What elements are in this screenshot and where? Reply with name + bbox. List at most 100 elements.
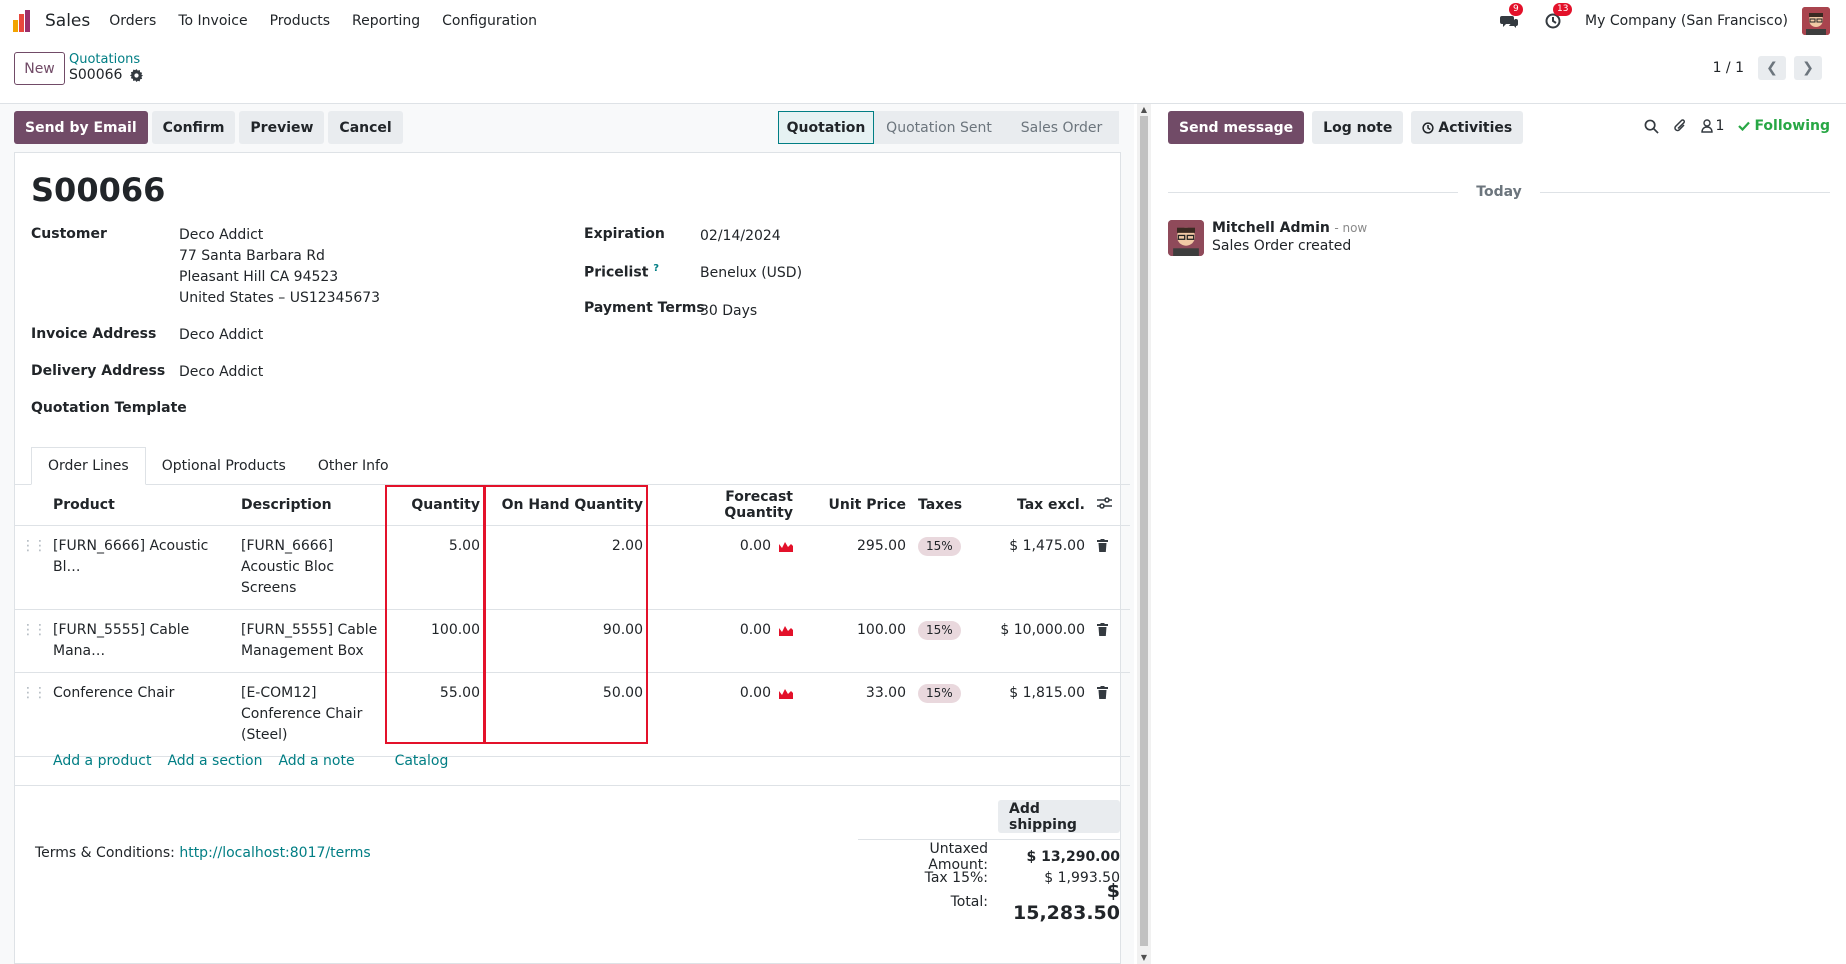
invoice-address-field[interactable]: Deco Addict: [179, 327, 264, 343]
taxes-cell[interactable]: 15%: [912, 672, 975, 757]
message-author[interactable]: Mitchell Admin: [1212, 220, 1330, 236]
messaging-menu[interactable]: 9: [1497, 3, 1523, 33]
menu-to-invoice[interactable]: To Invoice: [178, 13, 248, 29]
unit-price-cell[interactable]: 295.00: [799, 525, 912, 610]
day-separator: Today: [1168, 182, 1831, 202]
product-cell[interactable]: Conference Chair: [47, 672, 235, 757]
drag-handle-icon[interactable]: ⋮⋮: [15, 672, 47, 757]
product-cell[interactable]: [FURN_6666] Acoustic Bl…: [47, 525, 235, 610]
description-line: Screens: [241, 579, 297, 596]
cancel-button[interactable]: Cancel: [328, 111, 403, 144]
header-taxes[interactable]: Taxes: [912, 485, 975, 526]
company-switcher[interactable]: My Company (San Francisco): [1585, 13, 1788, 29]
payment-terms-field[interactable]: 30 Days: [700, 303, 758, 319]
customer-field[interactable]: Deco Addict 77 Santa Barbara Rd Pleasant…: [179, 225, 380, 309]
header-on-hand-quantity[interactable]: On Hand Quantity: [486, 485, 649, 526]
form-scrollbar[interactable]: ▲ ▼: [1137, 104, 1151, 964]
forecast-chart-icon[interactable]: [779, 687, 793, 699]
chatter-tools: 1 Following: [1644, 118, 1830, 134]
chevron-right-icon: ❯: [1802, 60, 1814, 76]
top-navbar: Sales Orders To Invoice Products Reporti…: [0, 0, 1846, 42]
drag-handle-icon[interactable]: ⋮⋮: [15, 525, 47, 610]
header-unit-price[interactable]: Unit Price: [799, 485, 912, 526]
add-product-link[interactable]: Add a product: [53, 753, 152, 769]
app-name[interactable]: Sales: [45, 11, 91, 31]
add-note-link[interactable]: Add a note: [278, 753, 355, 769]
stage-sales-order[interactable]: Sales Order: [1004, 111, 1119, 144]
header-forecast-quantity[interactable]: Forecast Quantity: [649, 485, 799, 526]
menu-products[interactable]: Products: [269, 13, 331, 29]
pager-previous[interactable]: ❮: [1758, 56, 1786, 80]
activity-menu[interactable]: 13: [1541, 3, 1573, 33]
send-message-button[interactable]: Send message: [1168, 111, 1305, 144]
tab-other-info[interactable]: Other Info: [301, 447, 405, 485]
stage-quotation[interactable]: Quotation: [778, 111, 874, 144]
author-avatar[interactable]: [1168, 220, 1204, 256]
paperclip-icon[interactable]: [1673, 118, 1687, 134]
menu-orders[interactable]: Orders: [109, 13, 157, 29]
table-row[interactable]: ⋮⋮ Conference Chair [E-COM12] Conference…: [15, 672, 1130, 757]
delete-cell[interactable]: [1091, 672, 1130, 757]
product-cell[interactable]: [FURN_5555] Cable Mana…: [47, 609, 235, 673]
delete-cell[interactable]: [1091, 525, 1130, 610]
scroll-up-icon[interactable]: ▲: [1140, 105, 1148, 114]
table-row[interactable]: ⋮⋮ [FURN_6666] Acoustic Bl… [FURN_6666] …: [15, 525, 1130, 610]
column-settings-icon[interactable]: [1097, 496, 1112, 510]
followers-button[interactable]: 1: [1700, 118, 1724, 134]
pricelist-field[interactable]: Benelux (USD): [700, 265, 803, 281]
unit-price-cell[interactable]: 100.00: [799, 609, 912, 673]
forecast-chart-icon[interactable]: [779, 624, 793, 636]
send-by-email-button[interactable]: Send by Email: [14, 111, 148, 144]
quantity-cell[interactable]: 5.00: [387, 525, 486, 610]
delete-cell[interactable]: [1091, 609, 1130, 673]
pager-next[interactable]: ❯: [1794, 56, 1822, 80]
trash-icon[interactable]: [1097, 538, 1108, 552]
drag-handle-icon[interactable]: ⋮⋮: [15, 609, 47, 673]
pager-value[interactable]: 1 / 1: [1712, 60, 1744, 76]
trash-icon[interactable]: [1097, 685, 1108, 699]
scrollbar-thumb[interactable]: [1140, 116, 1148, 946]
catalog-link[interactable]: Catalog: [394, 753, 449, 769]
search-icon[interactable]: [1644, 119, 1659, 134]
scroll-down-icon[interactable]: ▼: [1140, 953, 1148, 962]
pricelist-help[interactable]: ?: [653, 263, 660, 274]
activities-button[interactable]: Activities: [1411, 111, 1524, 144]
gear-icon[interactable]: [130, 68, 144, 82]
tab-order-lines[interactable]: Order Lines: [31, 447, 146, 485]
tab-optional-products[interactable]: Optional Products: [145, 447, 302, 485]
untaxed-value: $ 13,290.00: [1026, 848, 1120, 865]
header-product[interactable]: Product: [47, 485, 235, 526]
header-description[interactable]: Description: [235, 485, 387, 526]
header-tax-excl[interactable]: Tax excl.: [975, 485, 1091, 526]
header-optional-columns[interactable]: [1091, 485, 1130, 526]
table-row[interactable]: ⋮⋮ [FURN_5555] Cable Mana… [FURN_5555] C…: [15, 609, 1130, 673]
add-shipping-button[interactable]: Add shipping: [998, 800, 1120, 833]
description-cell[interactable]: [FURN_6666] Acoustic Bloc Screens: [235, 525, 387, 610]
expiration-field[interactable]: 02/14/2024: [700, 228, 781, 244]
trash-icon[interactable]: [1097, 622, 1108, 636]
delivery-address-field[interactable]: Deco Addict: [179, 364, 264, 380]
new-button[interactable]: New: [14, 52, 65, 85]
taxes-cell[interactable]: 15%: [912, 525, 975, 610]
following-button[interactable]: Following: [1738, 118, 1830, 134]
forecast-chart-icon[interactable]: [779, 540, 793, 552]
description-cell[interactable]: [FURN_5555] Cable Management Box: [235, 609, 387, 673]
quantity-cell[interactable]: 100.00: [387, 609, 486, 673]
taxes-cell[interactable]: 15%: [912, 609, 975, 673]
user-avatar[interactable]: [1802, 7, 1830, 35]
breadcrumb-quotations[interactable]: Quotations: [69, 52, 141, 67]
log-note-button[interactable]: Log note: [1312, 111, 1404, 144]
stage-quotation-sent[interactable]: Quotation Sent: [874, 111, 1004, 144]
total-label: Total:: [950, 894, 988, 910]
sales-app-logo-icon[interactable]: [13, 10, 35, 32]
menu-configuration[interactable]: Configuration: [442, 13, 538, 29]
unit-price-cell[interactable]: 33.00: [799, 672, 912, 757]
preview-button[interactable]: Preview: [239, 111, 325, 144]
confirm-button[interactable]: Confirm: [151, 111, 236, 144]
menu-reporting[interactable]: Reporting: [352, 13, 421, 29]
header-quantity[interactable]: Quantity: [387, 485, 486, 526]
add-section-link[interactable]: Add a section: [167, 753, 263, 769]
description-cell[interactable]: [E-COM12] Conference Chair (Steel): [235, 672, 387, 757]
customer-city: Pleasant Hill CA 94523: [179, 269, 339, 285]
terms-link[interactable]: http://localhost:8017/terms: [179, 845, 371, 861]
